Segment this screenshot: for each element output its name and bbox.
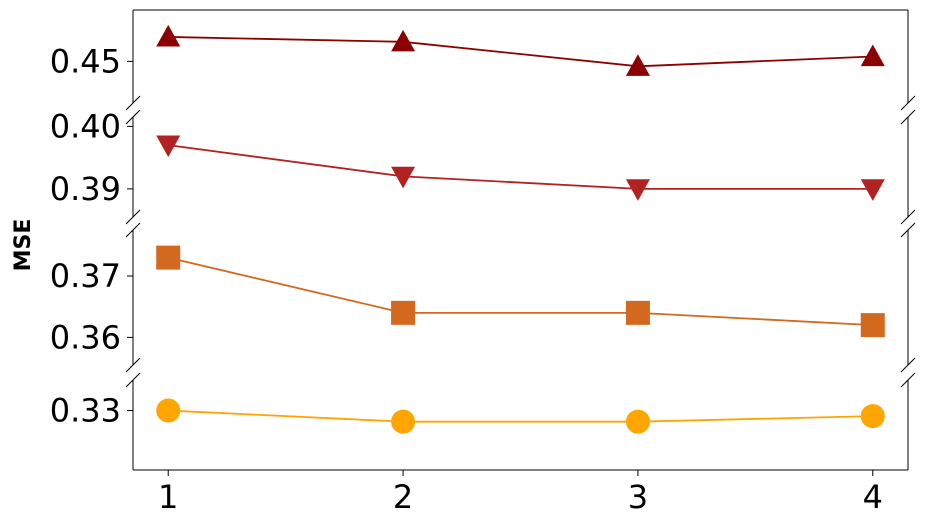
data-point-marker <box>156 135 181 158</box>
y-tick-label: 0.45 <box>50 42 121 80</box>
axis-break-mark <box>900 357 916 373</box>
x-tick-label: 1 <box>158 478 178 516</box>
data-point-marker <box>625 54 650 76</box>
axis-break-mark <box>900 222 916 238</box>
y-tick-label: 0.36 <box>50 318 121 356</box>
series-line <box>168 36 873 68</box>
x-tick-label: 4 <box>863 478 883 516</box>
y-tick-label: 0.40 <box>50 107 121 145</box>
data-point-marker <box>156 398 181 423</box>
axis-break-mark <box>125 222 141 238</box>
series-line <box>168 409 873 423</box>
panel-2: 0.40 0.39 <box>50 107 909 217</box>
y-tick-label: 0.33 <box>50 392 121 430</box>
axis-break-mark <box>900 109 916 125</box>
data-point-marker <box>391 300 416 325</box>
axis-break-mark <box>900 209 916 225</box>
data-point-marker <box>860 44 885 67</box>
axis-break-mark <box>125 209 141 225</box>
data-point-marker <box>156 24 181 47</box>
panel-1: 0.45 <box>50 9 909 103</box>
data-point-marker <box>625 300 650 325</box>
series-line <box>168 256 873 327</box>
y-axis-label: MSE <box>11 219 36 272</box>
data-point-marker <box>625 179 650 201</box>
data-point-marker <box>156 245 181 270</box>
x-tick-label: 2 <box>393 478 413 516</box>
series-line <box>168 144 873 190</box>
axis-break-mark <box>900 95 916 111</box>
data-point-marker <box>391 409 416 434</box>
x-tick-label: 3 <box>628 478 648 516</box>
panels-layer: 0.45 0.40 0.39 0.37 0.36 0.33 1 2 3 4 <box>50 9 916 516</box>
axis-break-mark <box>900 372 916 388</box>
axis-break-mark <box>125 357 141 373</box>
panel-4: 0.33 <box>50 380 909 471</box>
axis-break-mark <box>125 95 141 111</box>
data-point-marker <box>860 179 885 201</box>
data-point-marker <box>625 409 650 434</box>
axis-break-mark <box>125 109 141 125</box>
data-point-marker <box>391 166 416 189</box>
data-point-marker <box>860 313 885 338</box>
data-point-marker <box>391 29 416 52</box>
axis-break-mark <box>125 372 141 388</box>
y-tick-label: 0.39 <box>50 170 121 208</box>
panel-3: 0.37 0.36 <box>50 230 909 365</box>
y-tick-label: 0.37 <box>50 257 121 295</box>
data-point-marker <box>860 404 885 429</box>
